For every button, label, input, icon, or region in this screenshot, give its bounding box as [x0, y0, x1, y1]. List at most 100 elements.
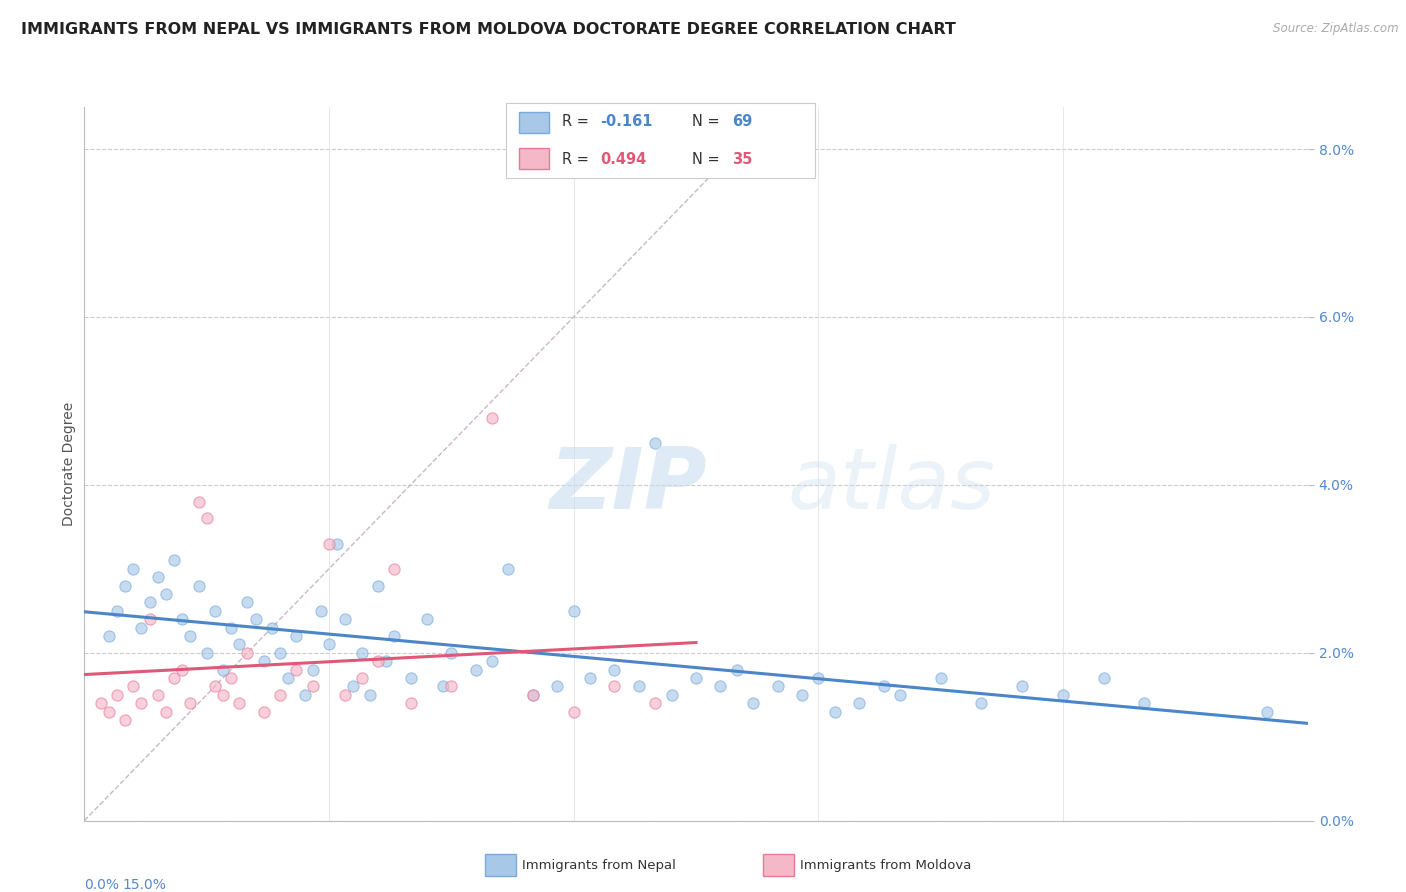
Text: 69: 69 [733, 114, 752, 129]
Text: 35: 35 [733, 152, 752, 167]
Point [138, 595, 160, 609]
Point [603, 663, 626, 677]
Point [790, 688, 813, 702]
Point [399, 696, 422, 710]
FancyBboxPatch shape [519, 148, 550, 169]
Point [236, 646, 259, 660]
Point [309, 604, 332, 618]
Point [350, 671, 373, 685]
Point [335, 688, 357, 702]
Point [498, 562, 520, 576]
Point [1133, 696, 1156, 710]
Text: 0.0%: 0.0% [84, 878, 120, 892]
Point [326, 536, 349, 550]
Point [824, 705, 846, 719]
Point [440, 646, 463, 660]
Point [546, 679, 568, 693]
Point [399, 671, 422, 685]
Point [562, 705, 585, 719]
Point [155, 705, 177, 719]
Point [114, 713, 136, 727]
Point [1052, 688, 1074, 702]
Point [105, 688, 128, 702]
Point [929, 671, 952, 685]
Point [742, 696, 765, 710]
Point [97, 705, 120, 719]
Point [131, 696, 153, 710]
Point [187, 494, 209, 508]
Point [301, 679, 323, 693]
Point [382, 629, 405, 643]
Point [285, 629, 308, 643]
Point [163, 671, 186, 685]
Point [204, 679, 226, 693]
Point [228, 696, 250, 710]
Point [644, 435, 666, 450]
Point [579, 671, 602, 685]
Point [269, 688, 291, 702]
Point [179, 696, 201, 710]
Text: R =: R = [562, 152, 593, 167]
Point [1092, 671, 1115, 685]
Text: R =: R = [562, 114, 593, 129]
Point [195, 646, 218, 660]
Point [318, 536, 340, 550]
Point [644, 696, 666, 710]
Point [131, 621, 153, 635]
Point [105, 604, 128, 618]
Point [260, 621, 283, 635]
Text: Immigrants from Moldova: Immigrants from Moldova [800, 859, 972, 871]
Point [172, 612, 194, 626]
Y-axis label: Doctorate Degree: Doctorate Degree [62, 401, 76, 526]
Point [122, 562, 145, 576]
Point [155, 587, 177, 601]
Text: Source: ZipAtlas.com: Source: ZipAtlas.com [1274, 22, 1399, 36]
Point [342, 679, 364, 693]
Point [90, 696, 112, 710]
Point [970, 696, 993, 710]
Point [889, 688, 911, 702]
Point [464, 663, 486, 677]
Text: ZIP: ZIP [550, 443, 707, 527]
Point [562, 604, 585, 618]
Point [627, 679, 650, 693]
Point [294, 688, 316, 702]
Point [872, 679, 894, 693]
Point [146, 688, 169, 702]
Point [97, 629, 120, 643]
Point [245, 612, 267, 626]
Point [219, 621, 242, 635]
Point [114, 578, 136, 592]
Point [522, 688, 544, 702]
Text: 15.0%: 15.0% [122, 878, 166, 892]
Point [603, 679, 626, 693]
Point [367, 654, 389, 668]
Point [807, 671, 830, 685]
Point [685, 671, 707, 685]
Point [269, 646, 291, 660]
Text: IMMIGRANTS FROM NEPAL VS IMMIGRANTS FROM MOLDOVA DOCTORATE DEGREE CORRELATION CH: IMMIGRANTS FROM NEPAL VS IMMIGRANTS FROM… [21, 22, 956, 37]
Point [416, 612, 439, 626]
Point [228, 637, 250, 651]
Text: Immigrants from Nepal: Immigrants from Nepal [522, 859, 675, 871]
Text: -0.161: -0.161 [600, 114, 652, 129]
Point [219, 671, 242, 685]
Point [204, 604, 226, 618]
Point [481, 654, 503, 668]
Point [172, 663, 194, 677]
Point [253, 705, 276, 719]
Point [212, 688, 235, 702]
Point [766, 679, 789, 693]
Point [709, 679, 731, 693]
Point [146, 570, 169, 584]
Point [350, 646, 373, 660]
Point [335, 612, 357, 626]
Point [359, 688, 381, 702]
FancyBboxPatch shape [519, 112, 550, 133]
Point [432, 679, 454, 693]
Point [375, 654, 398, 668]
Point [522, 688, 544, 702]
Point [1256, 705, 1278, 719]
Point [212, 663, 235, 677]
Point [187, 578, 209, 592]
